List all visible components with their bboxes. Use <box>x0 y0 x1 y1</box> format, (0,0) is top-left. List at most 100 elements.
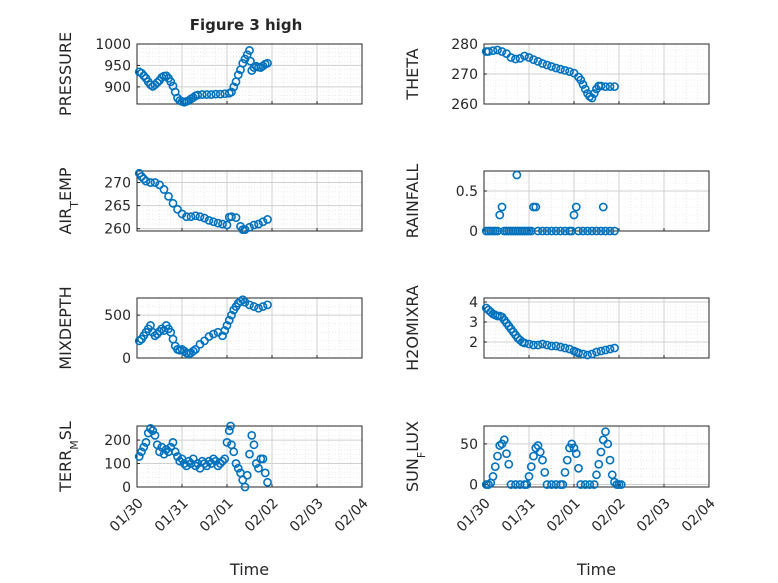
data-point <box>170 447 180 457</box>
data-point <box>596 226 606 236</box>
data-point <box>182 461 191 471</box>
data-point <box>490 462 500 472</box>
data-point <box>488 472 498 481</box>
data-point <box>551 226 561 236</box>
data-point <box>150 178 160 187</box>
data-point <box>596 81 606 91</box>
data-point <box>607 470 617 480</box>
data-point <box>571 449 581 459</box>
data-point <box>141 176 151 186</box>
data-point <box>161 445 171 454</box>
data-point <box>245 56 255 66</box>
data-point <box>164 191 173 201</box>
data-point <box>258 217 268 227</box>
data-point <box>533 340 543 350</box>
data-point <box>227 212 236 222</box>
data-point <box>263 477 272 487</box>
y-tick-label: 0.5 <box>456 184 478 200</box>
data-point <box>202 461 212 471</box>
data-point <box>213 218 223 228</box>
data-point <box>137 172 146 181</box>
data-point <box>222 220 232 230</box>
series-markers <box>134 295 272 359</box>
data-point <box>240 482 250 492</box>
data-point <box>150 430 160 440</box>
y-tick-label: 0 <box>469 224 478 240</box>
data-point <box>141 438 151 447</box>
x-tick-label: 02/02 <box>242 495 282 535</box>
data-point <box>229 447 239 457</box>
data-point <box>240 297 250 307</box>
data-point <box>233 463 243 473</box>
y-axis-label: THETA <box>403 48 422 100</box>
data-point <box>562 455 572 465</box>
data-point <box>191 461 200 471</box>
data-point <box>139 174 149 184</box>
data-point <box>245 46 254 55</box>
data-point <box>605 82 615 91</box>
data-point <box>522 480 532 489</box>
data-point <box>580 480 590 489</box>
y-tick-label: 0 <box>469 478 478 494</box>
data-point <box>137 447 146 457</box>
data-point <box>547 341 556 351</box>
data-point <box>598 202 608 212</box>
data-point <box>610 226 619 236</box>
data-point <box>224 426 234 436</box>
subplot-2: 260 270 280 THETA <box>403 37 710 113</box>
data-point <box>242 470 252 480</box>
data-point <box>542 226 552 236</box>
data-point <box>540 467 550 477</box>
data-point <box>168 438 178 447</box>
data-point <box>191 211 200 221</box>
y-tick-label: 950 <box>104 58 131 74</box>
y-axis-label: H2OMIXRA <box>403 285 422 371</box>
y-tick-label: 4 <box>469 295 478 311</box>
data-point <box>499 435 509 445</box>
x-tick-label: 01/30 <box>107 495 147 535</box>
data-point <box>524 339 534 349</box>
subplot-5: 0 500 MIXDEPTH <box>56 286 363 370</box>
data-point <box>493 45 502 55</box>
y-tick-label: 265 <box>104 199 131 215</box>
data-point <box>258 61 268 71</box>
data-point <box>166 442 176 452</box>
data-point <box>204 332 214 341</box>
data-point <box>233 70 243 80</box>
x-axis-label: Time <box>229 560 269 579</box>
x-tick-label: 02/01 <box>544 495 584 535</box>
data-point <box>592 470 601 480</box>
data-point <box>152 329 162 339</box>
data-point <box>504 459 514 469</box>
data-point <box>227 310 236 320</box>
data-point <box>574 226 583 236</box>
data-point <box>605 226 615 236</box>
data-point <box>605 344 615 354</box>
data-point <box>576 75 586 85</box>
data-point <box>547 62 556 71</box>
axes-box <box>483 297 710 359</box>
data-point <box>542 480 552 489</box>
data-point <box>512 170 522 180</box>
y-tick-label: 100 <box>104 457 131 473</box>
data-point <box>594 459 604 469</box>
subplot-8: 0 50 01/30 01/31 02/01 02/02 02/03 02/04 Time SUN… <box>403 421 719 579</box>
data-point <box>218 456 227 466</box>
data-point <box>601 345 610 355</box>
data-point <box>520 51 529 61</box>
y-tick-label: 0 <box>122 351 131 367</box>
data-point <box>195 212 205 222</box>
data-point <box>502 449 511 459</box>
y-tick-label: 280 <box>451 37 478 53</box>
data-point <box>506 480 516 489</box>
data-point <box>249 440 259 450</box>
y-axis-label: SUNFLUX <box>403 421 428 492</box>
y-tick-label: 3 <box>469 315 478 331</box>
data-point <box>547 226 556 236</box>
data-point <box>598 435 608 445</box>
y-tick-label: 260 <box>104 222 131 238</box>
data-point <box>558 480 568 489</box>
data-point <box>245 222 254 232</box>
data-point <box>197 90 207 99</box>
data-point <box>166 77 176 87</box>
